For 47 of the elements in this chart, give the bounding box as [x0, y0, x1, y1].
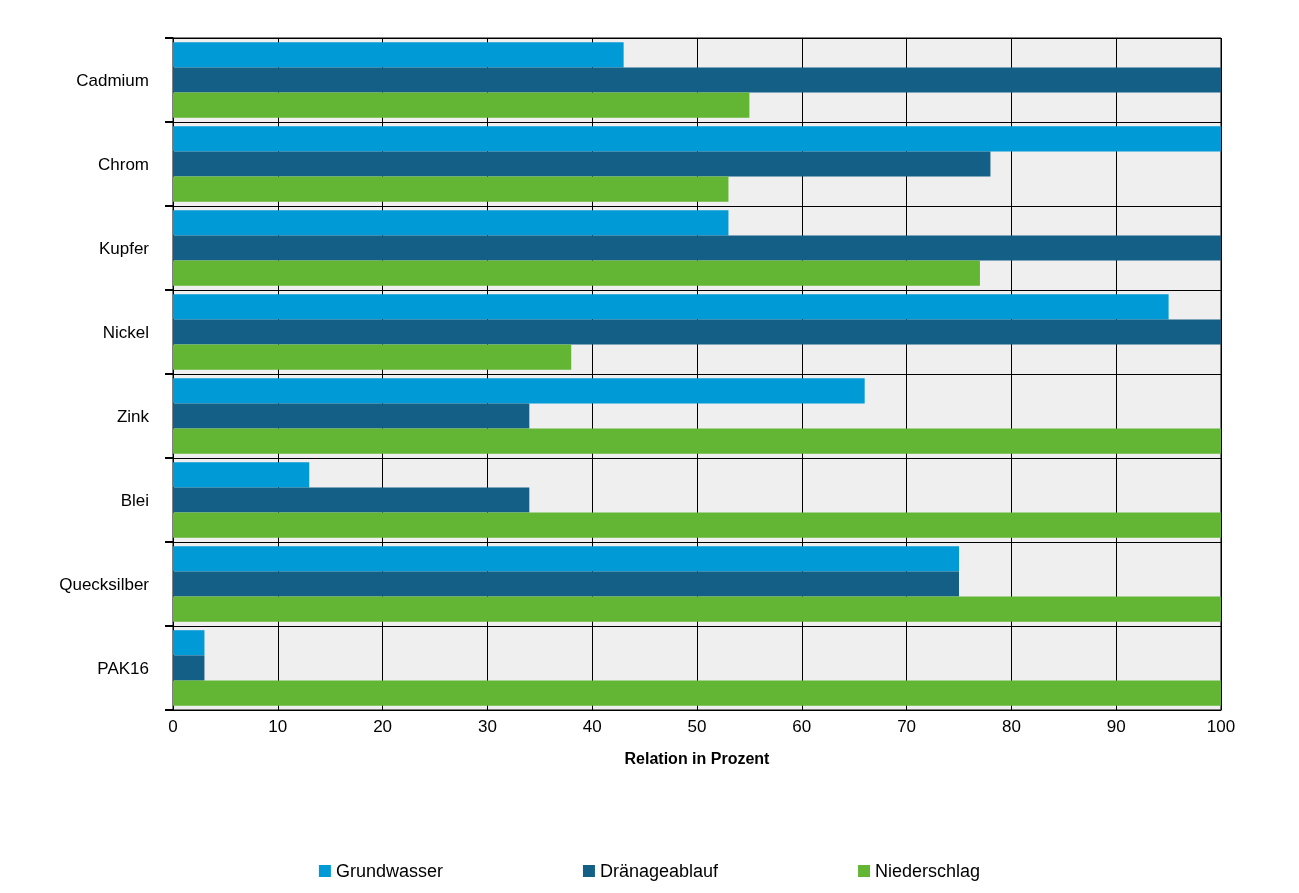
bar [173, 462, 310, 488]
y-tick-label: Zink [116, 406, 150, 426]
bar [173, 210, 729, 236]
x-tick-label: 40 [582, 717, 602, 736]
bar [173, 126, 1221, 152]
y-tick-label: Nickel [102, 322, 149, 342]
bar [173, 680, 1221, 706]
bar [173, 42, 624, 68]
legend-label: Grundwasser [335, 861, 443, 881]
y-tick-label: Blei [120, 490, 149, 510]
bar [173, 512, 1221, 538]
bar [173, 151, 991, 177]
x-tick-label: 20 [373, 717, 393, 736]
bar [173, 630, 205, 656]
bar [173, 571, 959, 597]
x-tick-label: 50 [687, 717, 707, 736]
legend-label: Dränageablauf [599, 861, 720, 881]
x-tick-label: 80 [1001, 717, 1021, 736]
bar [173, 378, 865, 404]
bar [173, 428, 1221, 454]
bar [173, 344, 572, 370]
bar [173, 319, 1221, 345]
bar [173, 596, 1221, 622]
y-tick-label: Chrom [97, 154, 149, 174]
bar [173, 403, 530, 429]
y-tick-label: Cadmium [76, 70, 149, 90]
x-axis-title: Relation in Prozent [624, 749, 771, 767]
bar [173, 67, 1221, 93]
x-tick-label: 0 [168, 717, 178, 736]
x-tick-label: 60 [792, 717, 812, 736]
x-tick-label: 90 [1106, 717, 1126, 736]
bar [173, 487, 530, 513]
y-tick-label: Kupfer [98, 238, 150, 258]
x-tick-label: 30 [477, 717, 497, 736]
bar [173, 655, 205, 681]
x-tick-label: 100 [1206, 717, 1236, 736]
bar [173, 260, 980, 286]
bar [173, 92, 750, 118]
legend-label: Niederschlag [875, 861, 981, 881]
y-tick-label: PAK16 [97, 658, 149, 678]
y-tick-label: Quecksilber [59, 574, 150, 594]
x-tick-label: 70 [897, 717, 917, 736]
x-tick-label: 10 [268, 717, 288, 736]
bar [173, 294, 1169, 320]
bar [173, 235, 1221, 261]
bar [173, 176, 729, 202]
bar [173, 546, 959, 572]
